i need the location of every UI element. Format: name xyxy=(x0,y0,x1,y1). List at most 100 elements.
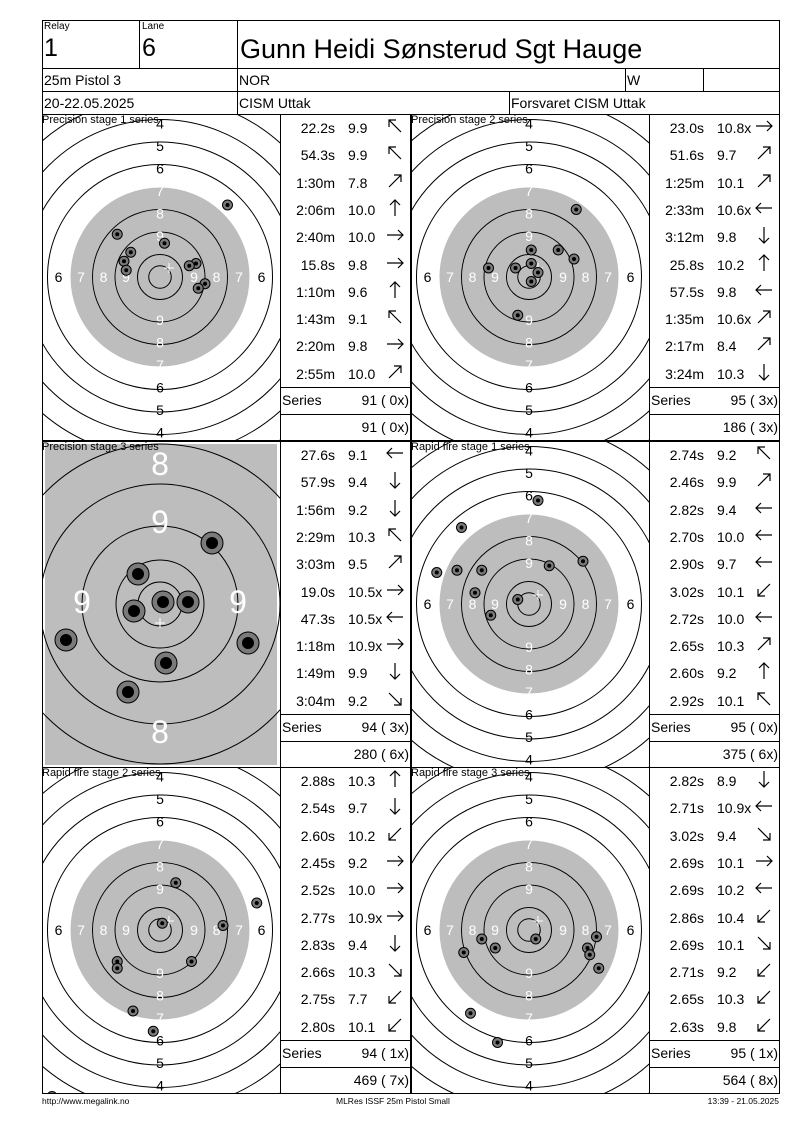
shot-time: 2.60s xyxy=(300,827,335,844)
shot-time: 2:55m xyxy=(296,365,335,382)
shot-score: 10.4 xyxy=(717,909,745,926)
shot-center xyxy=(574,207,579,212)
ring-number: 4 xyxy=(156,425,164,441)
shot-center xyxy=(587,952,592,957)
shot-score: 10.9x xyxy=(348,638,383,655)
shot-center xyxy=(572,257,576,261)
ring-number: 7 xyxy=(77,269,85,285)
shot-center xyxy=(536,270,540,275)
shot-row: 2.83s 9.4 xyxy=(280,931,411,958)
shot-time: 2.82s xyxy=(669,501,704,518)
direction-arrow-icon xyxy=(757,637,771,651)
shot-score: 9.9 xyxy=(348,147,368,164)
direction-arrow-icon xyxy=(757,583,771,597)
shot-time: 2:17m xyxy=(665,338,704,355)
shot-center xyxy=(473,590,477,595)
direction-arrow-icon xyxy=(386,611,403,623)
shot-score: 10.2 xyxy=(717,882,745,899)
group-center-mark xyxy=(533,916,543,926)
ring-number: 7 xyxy=(525,836,533,852)
ring-line-10 xyxy=(506,907,552,953)
shot-row: 19.0s 10.5x xyxy=(280,578,411,605)
shot-score: 9.8 xyxy=(348,256,368,273)
shot-center xyxy=(122,686,134,698)
group-center-mark xyxy=(164,263,174,273)
direction-arrow-icon xyxy=(757,963,771,977)
ring-number: 7 xyxy=(235,922,243,938)
direction-arrow-icon xyxy=(755,556,772,568)
running-total: 375 ( 6x) xyxy=(722,746,778,762)
shot-row: 2.71s 10.9x xyxy=(649,794,780,821)
shot-row: 2.92s 10.1 xyxy=(649,687,780,714)
series-score: 95 ( 0x) xyxy=(730,719,778,735)
ring-number: 5 xyxy=(525,791,533,807)
direction-arrow-icon xyxy=(757,337,771,351)
relay-value: 1 xyxy=(44,34,58,62)
shot-row: 1:25m 10.1 xyxy=(649,169,780,196)
ring-number: 7 xyxy=(446,269,454,285)
ring-line-8 xyxy=(92,209,228,345)
shot-score: 9.5 xyxy=(348,556,368,573)
ring-number: 6 xyxy=(156,814,164,830)
shot-score: 10.0 xyxy=(717,610,745,627)
ring-number: 6 xyxy=(156,380,164,396)
shot-score: 10.1 xyxy=(717,692,745,709)
shot-table: 27.6s 9.1 57.9s 9.4 1:56m 9.2 2:29m 10.3 3:03m 9.… xyxy=(280,441,411,768)
shot-time: 1:43m xyxy=(296,311,335,328)
ring-number: 7 xyxy=(525,1010,533,1026)
shot-center xyxy=(547,563,552,568)
shot-table: 2.88s 10.3 2.54s 9.7 2.60s 10.2 2.45s 9.2 2.52s 1… xyxy=(280,767,411,1094)
shot-score: 9.9 xyxy=(717,474,737,491)
shot-center xyxy=(157,596,169,608)
shot-time: 3.02s xyxy=(669,827,704,844)
ring-number: 9 xyxy=(559,269,567,285)
ring-number: 6 xyxy=(627,922,635,938)
shot-center xyxy=(495,1040,500,1045)
shot-center xyxy=(242,637,254,649)
shot-score: 10.1 xyxy=(717,936,745,953)
shot-center xyxy=(162,241,167,246)
inner-ten xyxy=(517,918,541,942)
shot-score: 9.4 xyxy=(717,827,737,844)
shot-table: 22.2s 9.9 54.3s 9.9 1:30m 7.8 2:06m 10.0 2:40m 10… xyxy=(280,114,411,441)
shot-row: 3:03m 9.5 xyxy=(280,550,411,577)
shot-center xyxy=(556,248,561,252)
shot-center xyxy=(187,263,192,268)
shot-row: 22.2s 9.9 xyxy=(280,114,411,141)
shot-time: 57.5s xyxy=(669,283,704,300)
shot-time: 2.92s xyxy=(669,692,704,709)
ring-line-10 xyxy=(137,254,183,300)
ring-number: 8 xyxy=(525,988,533,1004)
ring-line-9 xyxy=(483,558,575,650)
ring-number: 8 xyxy=(469,269,477,285)
stage-block: 4 4 5 5 6 6 6 6 7 7 7 7 8 8 8 8 9 9 9 9 Precision stage 1 se… xyxy=(42,114,411,441)
shot-center xyxy=(131,1009,135,1013)
direction-arrow-icon xyxy=(388,528,402,542)
shot-table: 2.74s 9.2 2.46s 9.9 2.82s 9.4 2.70s 10.0 2.90s 9.… xyxy=(649,441,780,768)
direction-arrow-icon xyxy=(757,827,771,841)
shot-score: 10.3 xyxy=(348,528,376,545)
ring-number: 8 xyxy=(525,533,533,549)
direction-arrow-icon xyxy=(758,771,770,788)
direction-arrow-icon xyxy=(388,827,402,841)
shot-time: 1:35m xyxy=(665,311,704,328)
stage-block: 4 4 5 5 6 6 6 6 7 7 7 7 8 8 8 8 9 9 9 9 Precision stage 2 se… xyxy=(411,114,780,441)
shot-center xyxy=(479,937,484,941)
competition: CISM Uttak xyxy=(239,95,311,111)
direction-arrow-icon xyxy=(758,227,770,245)
shot-row: 1:43m 9.1 xyxy=(280,305,411,332)
date: 20-22.05.2025 xyxy=(44,95,135,111)
ring-number: 9 xyxy=(559,922,567,938)
shot-row: 2.69s 10.1 xyxy=(649,931,780,958)
direction-arrow-icon xyxy=(757,692,771,706)
series-score: 95 ( 1x) xyxy=(730,1045,778,1061)
shot-row: 2:55m 10.0 xyxy=(280,360,411,387)
shot-score: 9.9 xyxy=(348,120,368,136)
ring-number: 4 xyxy=(525,752,533,768)
shot-row: 2.69s 10.2 xyxy=(649,876,780,903)
shot-row: 2.60s 9.2 xyxy=(649,659,780,686)
shot-row: 2:06m 10.0 xyxy=(280,196,411,223)
ring-line-8 xyxy=(461,862,597,998)
shot-center xyxy=(459,525,464,530)
